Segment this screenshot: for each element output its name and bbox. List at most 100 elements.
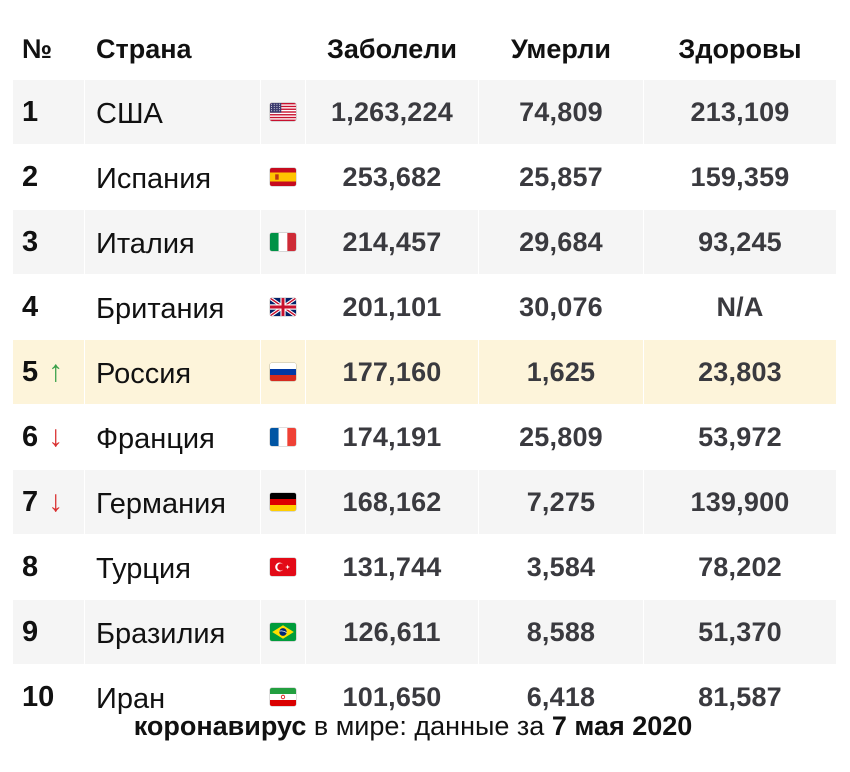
cases-value: 214,457 [306,210,479,275]
rank-cell: 2 [13,145,85,210]
flag-france-icon [270,427,296,446]
country-name: Россия [85,340,261,405]
rank-cell: 9 [13,600,85,665]
country-name: Испания [85,145,261,210]
cases-value: 168,162 [306,470,479,535]
cases-value: 131,744 [306,535,479,600]
rank-cell: 3 [13,210,85,275]
rank-cell: 6 ↓ [13,405,85,470]
rank-number: 9 [22,615,39,648]
flag-cell [261,340,306,405]
recovered-value: 213,109 [644,80,837,145]
country-name: Бразилия [85,600,261,665]
country-name: Иран [85,665,261,730]
recovered-value: 78,202 [644,535,837,600]
flag-cell [261,80,306,145]
deaths-value: 6,418 [479,665,644,730]
cases-value: 253,682 [306,145,479,210]
rank-change-down-arrow-icon: ↓ [48,485,64,518]
flag-cell [261,600,306,665]
deaths-value: 25,809 [479,405,644,470]
deaths-value: 7,275 [479,470,644,535]
flag-cell [261,275,306,340]
caption-middle: в мире: данные за [306,711,552,741]
rank-number: 2 [22,160,39,193]
flag-usa-icon [270,102,296,121]
table-header-row: № Страна Заболели Умерли Здоровы [13,19,837,80]
deaths-value: 8,588 [479,600,644,665]
caption: коронавирус в мире: данные за 7 мая 2020 [0,711,826,742]
rank-number: 3 [22,225,39,258]
rank-number: 8 [22,550,39,583]
rank-number: 7 [22,486,39,518]
rank-cell: 10 [13,665,85,730]
flag-russia-icon [270,362,296,381]
header-cases: Заболели [306,19,479,80]
rank-cell: 7 ↓ [13,470,85,535]
rank-number: 1 [22,95,39,128]
country-name: Италия [85,210,261,275]
flag-germany-icon [270,492,296,511]
recovered-value: 159,359 [644,145,837,210]
table-row: 9 Бразилия 126,611 8,588 51,370 [13,600,837,665]
flag-italy-icon [270,232,296,251]
header-country: Страна [85,19,306,80]
header-deaths: Умерли [479,19,644,80]
flag-iran-icon [270,687,296,706]
rank-number: 10 [22,680,55,713]
country-name: США [85,80,261,145]
cases-value: 201,101 [306,275,479,340]
recovered-value: 51,370 [644,600,837,665]
country-name: Британия [85,275,261,340]
flag-cell [261,470,306,535]
table-row: 8 Турция 131,744 3,584 78,202 [13,535,837,600]
country-name: Германия [85,470,261,535]
flag-brazil-icon [270,622,296,641]
rank-cell: 4 [13,275,85,340]
cases-value: 126,611 [306,600,479,665]
rank-number: 4 [22,290,39,323]
deaths-value: 30,076 [479,275,644,340]
rank-change-up-arrow-icon: ↑ [48,355,64,388]
rank-number: 5 [22,356,39,388]
deaths-value: 1,625 [479,340,644,405]
flag-cell [261,535,306,600]
rank-change-down-arrow-icon: ↓ [48,420,64,453]
flag-cell [261,210,306,275]
deaths-value: 25,857 [479,145,644,210]
table-row: 6 ↓ Франция 174,191 25,809 53,972 [13,405,837,470]
header-recovered: Здоровы [644,19,837,80]
caption-date: 7 мая 2020 [551,711,693,741]
recovered-value: 139,900 [644,470,837,535]
rank-number: 6 [22,421,39,453]
table-row: 5 ↑ Россия 177,160 1,625 23,803 [13,340,837,405]
header-rank: № [13,19,85,80]
caption-topic: коронавирус [133,711,307,741]
table-row: 1 США 1,263,224 74,809 213,109 [13,80,837,145]
deaths-value: 29,684 [479,210,644,275]
table-row: 10 Иран 101,650 6,418 81,587 [13,665,837,730]
cases-value: 1,263,224 [306,80,479,145]
table-row: 7 ↓ Германия 168,162 7,275 139,900 [13,470,837,535]
table-row: 3 Италия 214,457 29,684 93,245 [13,210,837,275]
cases-value: 101,650 [306,665,479,730]
country-name: Франция [85,405,261,470]
rank-cell: 8 [13,535,85,600]
deaths-value: 74,809 [479,80,644,145]
cases-value: 177,160 [306,340,479,405]
recovered-value: 81,587 [644,665,837,730]
recovered-value: N/A [644,275,837,340]
deaths-value: 3,584 [479,535,644,600]
table-row: 2 Испания 253,682 25,857 159,359 [13,145,837,210]
rank-cell: 5 ↑ [13,340,85,405]
rank-cell: 1 [13,80,85,145]
table-row: 4 Британия 201,101 30,076 N/A [13,275,837,340]
recovered-value: 23,803 [644,340,837,405]
recovered-value: 93,245 [644,210,837,275]
flag-uk-icon [270,297,296,316]
country-name: Турция [85,535,261,600]
table-body: 1 США 1,263,224 74,809 213,109 2 Испания 253,68… [13,80,837,730]
flag-cell [261,405,306,470]
cases-value: 174,191 [306,405,479,470]
flag-cell [261,665,306,730]
